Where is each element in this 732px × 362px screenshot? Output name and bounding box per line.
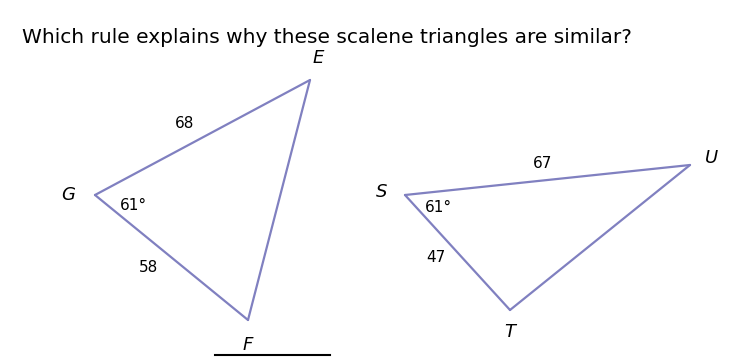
Text: F: F: [243, 336, 253, 354]
Text: U: U: [706, 149, 719, 167]
Text: E: E: [313, 49, 324, 67]
Text: G: G: [61, 186, 75, 204]
Text: 68: 68: [175, 115, 195, 130]
Text: 61°: 61°: [425, 199, 452, 215]
Text: 61°: 61°: [120, 198, 147, 212]
Text: T: T: [504, 323, 515, 341]
Text: 58: 58: [138, 261, 157, 275]
Text: 67: 67: [534, 156, 553, 171]
Text: 47: 47: [426, 251, 446, 265]
Text: Which rule explains why these scalene triangles are similar?: Which rule explains why these scalene tr…: [22, 28, 632, 47]
Text: S: S: [376, 183, 388, 201]
